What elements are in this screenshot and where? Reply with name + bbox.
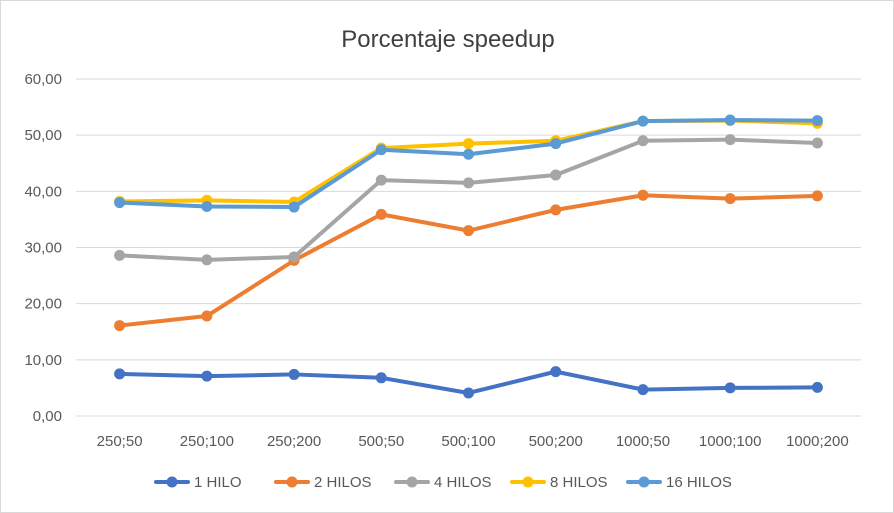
data-point [724,382,736,394]
data-point [288,251,300,263]
legend: 1 HILO 2 HILOS 4 HILOS 8 HILOS 16 HILOS [154,474,732,491]
y-tick-label: 40,00 [24,183,62,200]
y-tick-label: 60,00 [24,71,62,88]
y-tick-label: 10,00 [24,352,62,369]
y-tick-label: 30,00 [24,240,62,257]
legend-label: 16 HILOS [666,474,732,491]
legend-swatch-marker [522,476,534,488]
legend-swatch-marker [286,476,298,488]
legend-swatch-marker [406,476,418,488]
data-point [811,137,823,149]
data-point [463,177,474,189]
data-point [114,249,126,261]
series-lines [114,114,823,399]
data-point [463,148,474,160]
data-point [811,115,823,127]
data-point [637,115,649,127]
data-point [114,197,126,209]
data-point [463,138,474,150]
legend-label: 1 HILO [194,474,242,491]
data-point [114,320,126,332]
data-point [550,169,562,181]
data-point [637,135,649,147]
gridlines [76,78,861,417]
x-tick-label: 500;100 [441,433,495,450]
x-tick-label: 250;50 [97,433,143,450]
data-point [550,138,562,150]
data-point [375,208,387,220]
x-axis: 250;50 250;100 250;200 500;50 500;100 500;200… [97,433,849,450]
data-point [637,384,649,396]
data-point [375,372,387,384]
legend-item: 4 HILOS [394,474,492,491]
data-point [201,310,213,322]
data-point [724,193,736,205]
legend-swatch-marker [638,476,650,488]
legend-item: 2 HILOS [274,474,372,491]
data-point [550,366,562,378]
data-point [811,381,823,393]
legend-item: 1 HILO [154,474,242,491]
chart-title: Porcentaje speedup [341,26,555,53]
x-tick-label: 500;50 [358,433,404,450]
data-point [201,200,213,212]
legend-label: 2 HILOS [314,474,372,491]
data-point [724,134,736,146]
data-point [114,368,126,380]
legend-item: 16 HILOS [626,474,732,491]
y-tick-label: 20,00 [24,296,62,313]
data-point [637,189,649,201]
legend-item: 8 HILOS [510,474,608,491]
data-point [550,204,562,216]
x-tick-label: 1000;200 [786,433,849,450]
x-tick-label: 500;200 [529,433,583,450]
data-point [463,225,474,237]
y-axis: 0,00 10,00 20,00 30,00 40,00 50,00 60,00 [24,71,62,425]
data-point [724,114,736,126]
data-point [811,190,823,202]
data-point [201,370,213,382]
x-tick-label: 1000;100 [699,433,762,450]
legend-label: 4 HILOS [434,474,492,491]
legend-swatch-marker [166,476,178,488]
data-point [288,201,300,213]
x-tick-label: 250;200 [267,433,321,450]
data-point [288,368,300,380]
data-point [463,387,474,399]
x-tick-label: 1000;50 [616,433,670,450]
x-tick-label: 250;100 [180,433,234,450]
data-point [375,174,387,186]
legend-label: 8 HILOS [550,474,608,491]
data-point [201,254,213,266]
y-tick-label: 0,00 [33,408,62,425]
data-point [375,144,387,156]
series-line [117,118,820,205]
y-tick-label: 50,00 [24,127,62,144]
series-line [117,118,820,210]
